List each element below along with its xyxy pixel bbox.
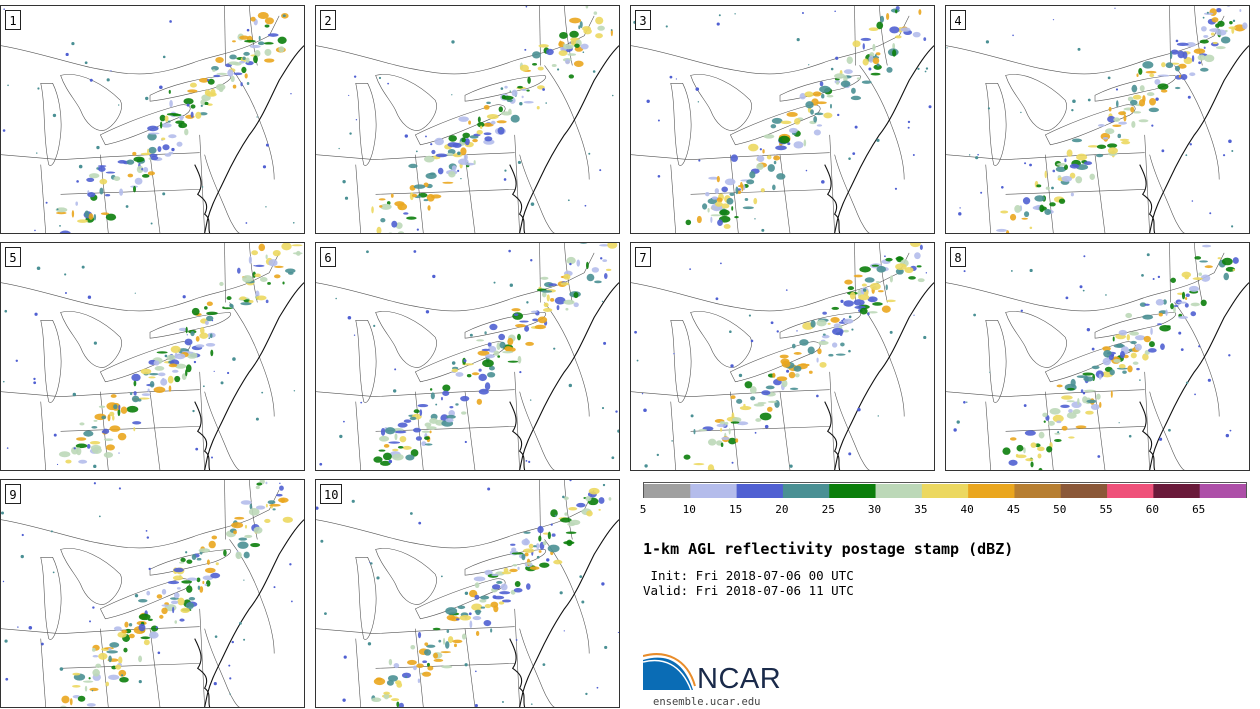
panel-member-label: 2 xyxy=(320,10,336,30)
panel-member-label: 7 xyxy=(635,247,651,267)
panel-member-label: 1 xyxy=(5,10,21,30)
map-panel: 2 xyxy=(315,5,620,234)
reflectivity-map xyxy=(946,6,1249,233)
reflectivity-map xyxy=(316,480,619,707)
reflectivity-colorbar xyxy=(643,482,1247,498)
figure-title: 1-km AGL reflectivity postage stamp (dBZ… xyxy=(643,540,1014,558)
colorbar-swatch xyxy=(690,484,738,498)
colorbar-tick: 15 xyxy=(728,503,743,516)
reflectivity-map xyxy=(631,6,934,233)
reflectivity-map xyxy=(631,243,934,470)
map-panel: 1 xyxy=(0,5,305,234)
map-panel: 4 xyxy=(945,5,1250,234)
reflectivity-map xyxy=(1,480,304,707)
panel-member-label: 6 xyxy=(320,247,336,267)
colorbar-tick: 20 xyxy=(775,503,789,516)
colorbar-tick-labels: 5 10 15 20 25 30 35 40 45 50 55 60 65 xyxy=(639,503,1247,519)
colorbar-tick: 5 xyxy=(639,503,647,516)
colorbar-swatch xyxy=(829,484,877,498)
colorbar-tick: 10 xyxy=(682,503,696,516)
colorbar-tick: 40 xyxy=(960,503,974,516)
panel-member-label: 3 xyxy=(635,10,651,30)
colorbar-tick: 65 xyxy=(1192,503,1206,516)
colorbar-tick: 50 xyxy=(1053,503,1067,516)
map-panel: 8 xyxy=(945,242,1250,471)
colorbar-swatch xyxy=(968,484,1015,498)
colorbar-tick: 35 xyxy=(914,503,928,516)
colorbar-tick: 25 xyxy=(821,503,835,516)
map-panel: 9 xyxy=(0,479,305,708)
colorbar-tick: 60 xyxy=(1145,503,1159,516)
panel-member-label: 9 xyxy=(5,484,21,504)
init-time: Init: Fri 2018-07-06 00 UTC xyxy=(643,568,854,583)
colorbar-tick: 55 xyxy=(1099,503,1113,516)
valid-time: Valid: Fri 2018-07-06 11 UTC xyxy=(643,583,854,598)
map-panel: 10 xyxy=(315,479,620,708)
colorbar-swatch xyxy=(921,484,969,498)
map-panel: 6 xyxy=(315,242,620,471)
panel-member-label: 8 xyxy=(950,247,966,267)
reflectivity-map xyxy=(316,243,619,470)
colorbar-tick: 45 xyxy=(1006,503,1021,516)
colorbar-swatches xyxy=(644,484,1247,498)
colorbar-swatch xyxy=(782,484,830,498)
colorbar-swatch xyxy=(1060,484,1108,498)
reflectivity-map xyxy=(946,243,1249,470)
colorbar-swatch xyxy=(1199,484,1247,498)
panel-member-label: 5 xyxy=(5,247,21,267)
map-panel: 7 xyxy=(630,242,935,471)
ncar-logo-text: NCAR xyxy=(697,663,782,695)
map-panel: 5 xyxy=(0,242,305,471)
colorbar-swatch xyxy=(1107,484,1154,498)
colorbar-swatch xyxy=(1014,484,1062,498)
panel-member-label: 10 xyxy=(320,484,343,504)
map-panel: 3 xyxy=(630,5,935,234)
colorbar-swatch xyxy=(1153,484,1201,498)
colorbar-swatch xyxy=(875,484,923,498)
reflectivity-map xyxy=(1,6,304,233)
ensemble-url: ensemble.ucar.edu xyxy=(653,696,761,708)
ncar-logo-icon xyxy=(643,653,696,691)
reflectivity-map xyxy=(316,6,619,233)
colorbar-tick: 30 xyxy=(867,503,882,516)
colorbar-swatch xyxy=(644,484,691,498)
panel-member-label: 4 xyxy=(950,10,966,30)
reflectivity-map xyxy=(1,243,304,470)
colorbar-swatch xyxy=(736,484,784,498)
